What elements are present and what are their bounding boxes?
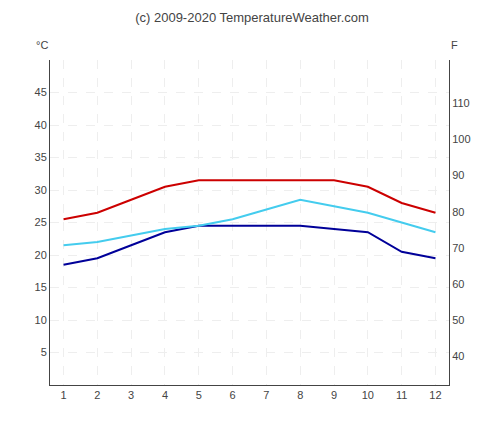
svg-text:6: 6	[230, 389, 236, 401]
svg-text:25: 25	[35, 216, 47, 228]
svg-text:1: 1	[60, 389, 66, 401]
svg-text:50: 50	[452, 314, 464, 326]
svg-text:5: 5	[41, 346, 47, 358]
svg-text:20: 20	[35, 249, 47, 261]
svg-text:10: 10	[35, 314, 47, 326]
svg-text:10: 10	[362, 389, 374, 401]
svg-text:11: 11	[396, 389, 407, 401]
svg-text:2: 2	[94, 389, 100, 401]
svg-text:8: 8	[297, 389, 303, 401]
svg-text:90: 90	[452, 169, 464, 181]
svg-text:°C: °C	[36, 39, 48, 51]
svg-text:7: 7	[263, 389, 269, 401]
svg-text:30: 30	[35, 184, 47, 196]
svg-text:5: 5	[196, 389, 202, 401]
svg-text:110: 110	[452, 97, 470, 109]
svg-text:80: 80	[452, 206, 464, 218]
svg-text:12: 12	[429, 389, 441, 401]
svg-text:40: 40	[35, 119, 47, 131]
svg-text:(c) 2009-2020 TemperatureWeath: (c) 2009-2020 TemperatureWeather.com	[135, 10, 369, 25]
svg-text:100: 100	[452, 133, 470, 145]
svg-text:15: 15	[35, 281, 47, 293]
svg-text:70: 70	[452, 242, 464, 254]
svg-text:40: 40	[452, 350, 464, 362]
svg-text:9: 9	[331, 389, 337, 401]
svg-text:4: 4	[162, 389, 168, 401]
svg-text:3: 3	[128, 389, 134, 401]
svg-text:35: 35	[35, 151, 47, 163]
svg-text:F: F	[451, 39, 458, 51]
svg-text:45: 45	[35, 86, 47, 98]
svg-text:60: 60	[452, 278, 464, 290]
